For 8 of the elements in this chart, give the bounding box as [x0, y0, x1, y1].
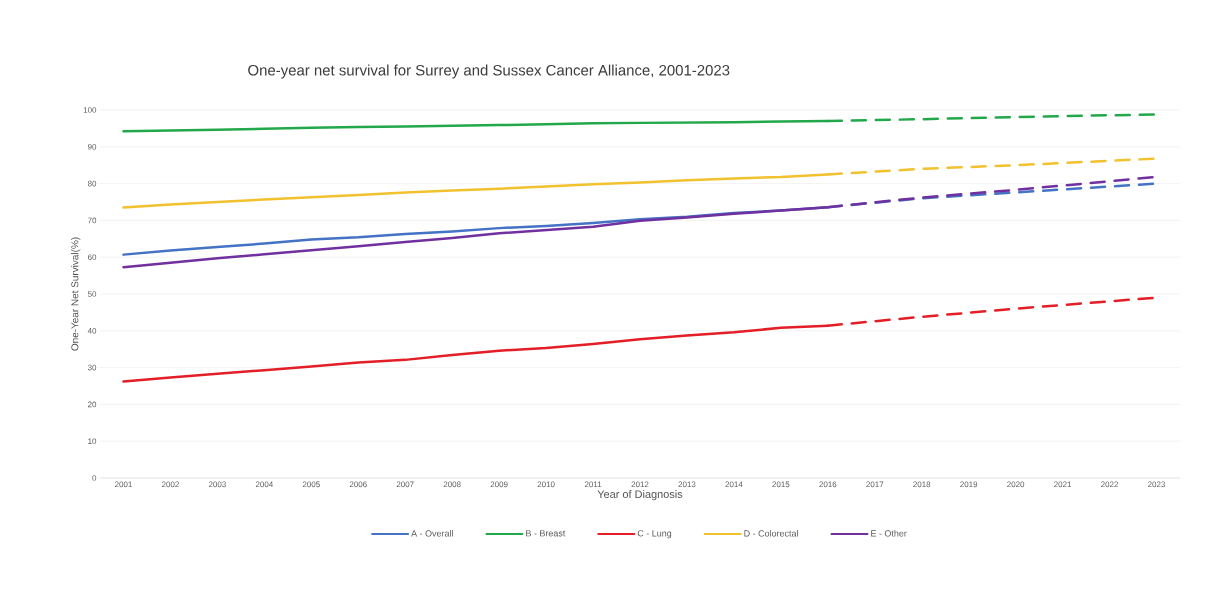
legend-label: A - Overall	[411, 530, 453, 537]
legend-label: C - Lung	[637, 530, 672, 539]
legend-label: E - Other	[871, 530, 907, 537]
legend-label: D - Colorectal	[744, 530, 798, 537]
chart-title: One-year net survival for Surrey and Sussex Cancer Alliance, 2001-2023	[248, 64, 730, 79]
y-axis-title: One-Year Net Survival(%)	[71, 237, 81, 351]
x-axis-title: Year of Diagnosis	[597, 490, 683, 501]
legend-label: B - Breast	[526, 530, 566, 537]
